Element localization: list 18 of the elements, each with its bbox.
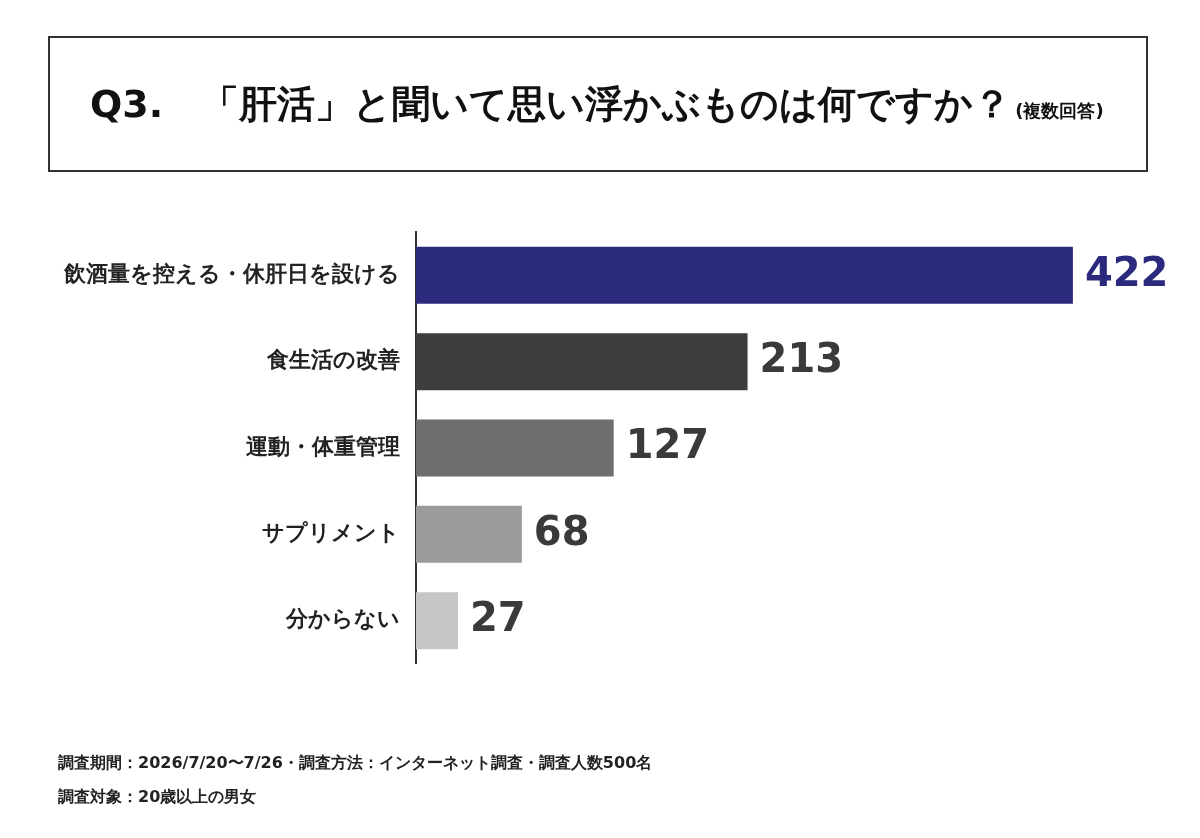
data-label: 27 [470,594,526,641]
text: 調査期間：2026/7/20〜7/26・調査方法：インターネット調査・調査人数500名 [58,752,653,774]
chart-title: Q3. 「肝活」と聞いて思い浮かぶものは何ですか？ [90,80,1012,128]
y-tick-label: 運動・体重管理 [246,433,400,459]
bar [416,246,1073,304]
data-label: 68 [533,507,590,554]
chart-subtitle: (複数回答) [1015,99,1104,123]
y-tick-label: サプリメント [262,520,400,546]
y-tick-label: 分からない [285,606,400,632]
bar [416,419,614,477]
y-tick-label: 飲酒量を控える・休肝日を設ける [63,261,400,287]
y-tick-label: 食生活の改善 [266,347,400,373]
data-label: 127 [625,421,710,468]
data-label: 422 [1084,248,1169,295]
bar [416,592,459,650]
data-label: 213 [759,335,844,382]
bar [416,505,522,563]
text: 調査対象：20歳以上の男女 [58,786,258,808]
